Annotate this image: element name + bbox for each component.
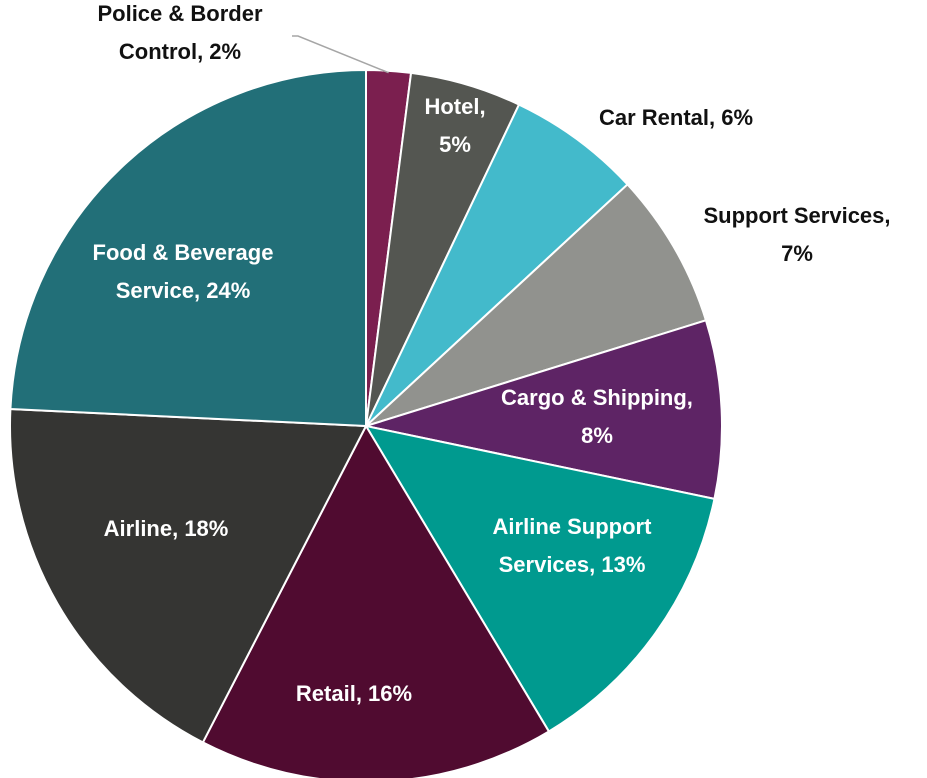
slice-label-line: Control, 2% bbox=[119, 39, 241, 64]
labels-layer: Police & Border Control, 2% Hotel, 5% Car Re… bbox=[93, 1, 891, 706]
slices-layer bbox=[8, 68, 723, 778]
slice-label-line: 8% bbox=[581, 423, 613, 448]
slice-label-line: Police & Border bbox=[97, 1, 262, 26]
pie-slice-retail bbox=[201, 423, 551, 778]
slice-label-line: Food & Beverage bbox=[93, 240, 274, 265]
pie-slice-airline bbox=[8, 408, 368, 744]
slice-label-line: Support Services, bbox=[703, 203, 890, 228]
slice-label-line: Hotel, bbox=[424, 94, 485, 119]
slice-label-hotel: Hotel, 5% bbox=[424, 94, 485, 157]
slice-label-police-border-control: Police & Border Control, 2% bbox=[97, 1, 262, 64]
slice-label-line: Airline, 18% bbox=[104, 516, 229, 541]
leader-line-police-border-control bbox=[292, 35, 389, 74]
slice-label-line: Car Rental, 6% bbox=[599, 105, 753, 130]
pie-slice-airline-support-services bbox=[363, 424, 716, 733]
slice-label-support-services: Support Services, 7% bbox=[703, 203, 890, 266]
slice-label-food-beverage-service: Food & Beverage Service, 24% bbox=[93, 240, 274, 303]
pie-slice-food-beverage-service bbox=[9, 68, 367, 428]
slice-label-car-rental: Car Rental, 6% bbox=[599, 105, 753, 130]
slice-label-line: Service, 24% bbox=[116, 278, 251, 303]
slice-label-line: Cargo & Shipping, bbox=[501, 385, 693, 410]
slice-label-line: Retail, 16% bbox=[296, 681, 412, 706]
leader-layer bbox=[292, 35, 389, 74]
slice-label-line: Airline Support bbox=[493, 514, 653, 539]
pie-slice-cargo-shipping bbox=[362, 319, 723, 501]
slice-label-line: Services, 13% bbox=[499, 552, 646, 577]
slice-label-line: 5% bbox=[439, 132, 471, 157]
slice-label-airline: Airline, 18% bbox=[104, 516, 229, 541]
slice-label-line: 7% bbox=[781, 241, 813, 266]
slice-label-cargo-shipping: Cargo & Shipping, 8% bbox=[501, 385, 693, 448]
slice-label-airline-support-services: Airline Support Services, 13% bbox=[493, 514, 653, 577]
pie-slice-support-services bbox=[365, 183, 708, 427]
slice-label-retail: Retail, 16% bbox=[296, 681, 412, 706]
pie-slice-car-rental bbox=[365, 103, 629, 427]
